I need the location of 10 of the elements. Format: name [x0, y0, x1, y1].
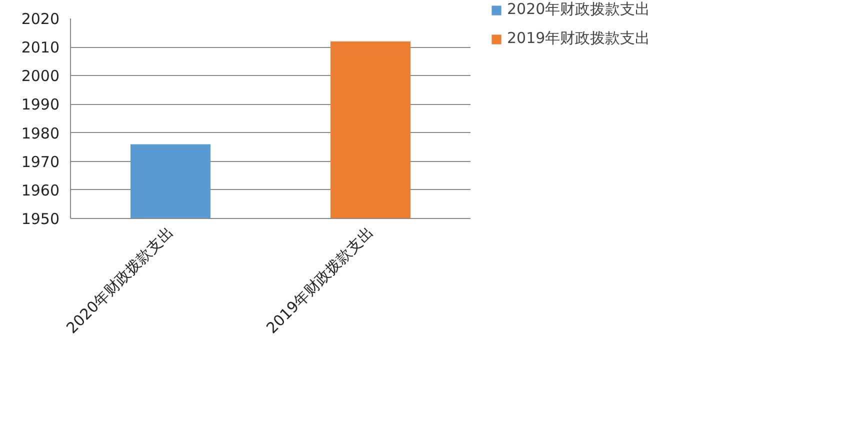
y-tick-label: 1970: [21, 152, 60, 171]
y-tick-label: 1960: [21, 181, 60, 200]
y-tick-label: 1990: [21, 96, 60, 114]
legend-label: 2020年财政拨款支出: [507, 0, 650, 19]
y-tick-label: 2010: [21, 38, 60, 57]
y-tick-label: 1980: [21, 124, 60, 142]
y-tick-label: 1950: [21, 210, 60, 228]
legend-label: 2019年财政拨款支出: [507, 29, 650, 48]
y-tick-label: 2020: [21, 10, 60, 28]
y-tick-label: 2000: [21, 67, 60, 86]
